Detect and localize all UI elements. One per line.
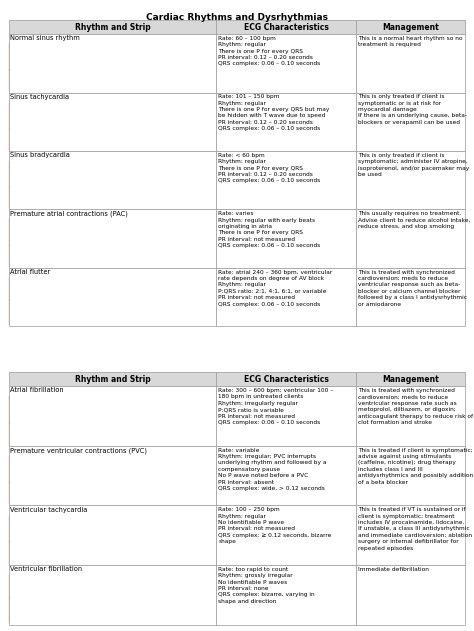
Text: Rate: 101 – 150 bpm
Rhythm: regular
There is one P for every QRS but may
be hidd: Rate: 101 – 150 bpm Rhythm: regular Ther… — [219, 94, 330, 131]
Text: Rate: too rapid to count
Rhythm: grossly irregular
No identifiable P waves
PR in: Rate: too rapid to count Rhythm: grossly… — [219, 567, 315, 604]
Text: Normal sinus rhythm: Normal sinus rhythm — [10, 35, 80, 42]
Text: Premature atrial contractions (PAC): Premature atrial contractions (PAC) — [10, 211, 128, 217]
Text: Premature ventricular contractions (PVC): Premature ventricular contractions (PVC) — [10, 447, 147, 454]
Text: Cardiac Rhythms and Dysrhythmias: Cardiac Rhythms and Dysrhythmias — [146, 13, 328, 22]
Text: This is treated with synchronized
cardioversion; meds to reduce
ventricular resp: This is treated with synchronized cardio… — [358, 269, 467, 307]
Text: Management: Management — [382, 23, 439, 32]
Text: This is treated with synchronized
cardioversion; meds to reduce
ventricular resp: This is treated with synchronized cardio… — [358, 388, 473, 425]
Text: Rate: < 60 bpm
Rhythm: regular
There is one P for every QRS
PR interval: 0.12 – : Rate: < 60 bpm Rhythm: regular There is … — [219, 153, 320, 183]
Text: Ventricular tachycardia: Ventricular tachycardia — [10, 507, 88, 513]
Text: Rate: 100 – 250 bpm
Rhythm: regular
No identifiable P wave
PR interval: not meas: Rate: 100 – 250 bpm Rhythm: regular No i… — [219, 507, 332, 544]
Text: Rhythm and Strip: Rhythm and Strip — [74, 23, 150, 32]
Text: This is treated if client is symptomatic;
advise against using stimulants
(caffe: This is treated if client is symptomatic… — [358, 447, 473, 485]
Text: This is only treated if client is
symptomatic; administer IV atropine,
isoproter: This is only treated if client is sympto… — [358, 153, 469, 177]
Text: This is treated if VT is sustained or if
client is symptomatic; treatment
includ: This is treated if VT is sustained or if… — [358, 507, 472, 551]
Text: Atrial flutter: Atrial flutter — [10, 269, 51, 275]
Text: This is only treated if client is
symptomatic or is at risk for
myocardial damag: This is only treated if client is sympto… — [358, 94, 467, 125]
Text: Sinus bradycardia: Sinus bradycardia — [10, 152, 70, 158]
Text: Atrial fibrillation: Atrial fibrillation — [10, 387, 64, 394]
Text: Ventricular fibrillation: Ventricular fibrillation — [10, 567, 82, 572]
Text: Management: Management — [382, 375, 439, 384]
Text: Immediate defibrillation: Immediate defibrillation — [358, 567, 428, 572]
Text: Rate: atrial 240 – 360 bpm, ventricular
rate depends on degree of AV block
Rhyth: Rate: atrial 240 – 360 bpm, ventricular … — [219, 269, 333, 307]
Text: Rate: 300 – 600 bpm; ventricular 100 –
180 bpm in untreated clients
Rhythm: irre: Rate: 300 – 600 bpm; ventricular 100 – 1… — [219, 388, 334, 425]
Text: ECG Characteristics: ECG Characteristics — [244, 23, 328, 32]
Text: This is a normal heart rhythm so no
treatment is required: This is a normal heart rhythm so no trea… — [358, 36, 462, 47]
Text: Rhythm and Strip: Rhythm and Strip — [74, 375, 150, 384]
Text: This usually requires no treatment.
Advise client to reduce alcohol intake,
redu: This usually requires no treatment. Advi… — [358, 211, 470, 229]
Text: Rate: varies
Rhythm: regular with early beats
originating in atria
There is one : Rate: varies Rhythm: regular with early … — [219, 211, 320, 248]
Text: Sinus tachycardia: Sinus tachycardia — [10, 94, 70, 100]
Text: Rate: 60 – 100 bpm
Rhythm: regular
There is one P for every QRS
PR interval: 0.1: Rate: 60 – 100 bpm Rhythm: regular There… — [219, 36, 320, 66]
Text: ECG Characteristics: ECG Characteristics — [244, 375, 328, 384]
Text: Rate: variable
Rhythm: irregular; PVC interrupts
underlying rhythm and followed : Rate: variable Rhythm: irregular; PVC in… — [219, 447, 327, 491]
